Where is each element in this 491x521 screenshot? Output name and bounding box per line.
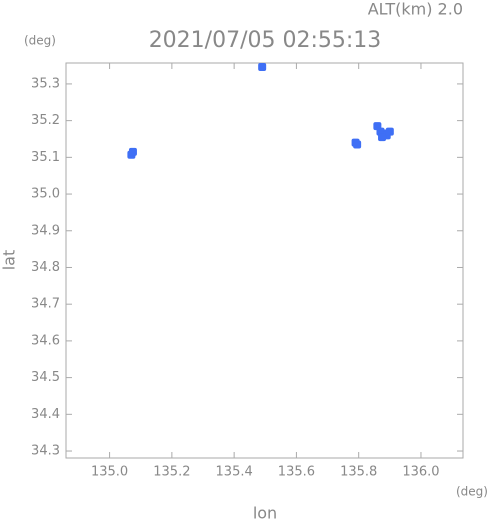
echo-point <box>378 133 387 142</box>
x-tick-label: 135.6 <box>278 465 315 480</box>
y-axis-label: lat <box>0 250 19 271</box>
y-tick-label: 34.4 <box>31 407 60 422</box>
x-tick-label: 135.8 <box>340 465 377 480</box>
y-tick-label: 34.8 <box>31 260 60 275</box>
y-tick-label: 35.2 <box>31 113 60 128</box>
y-tick-label: 34.3 <box>31 444 60 459</box>
y-tick-label: 34.9 <box>31 223 60 238</box>
x-tick-label: 135.2 <box>153 465 190 480</box>
plot-frame <box>65 62 464 459</box>
y-unit: (deg) <box>24 34 56 48</box>
y-tick-label: 34.6 <box>31 333 60 348</box>
echo-point <box>258 63 267 72</box>
y-tick-label: 34.5 <box>31 370 60 385</box>
x-tick-label: 136.0 <box>402 465 439 480</box>
y-tick-label: 35.3 <box>31 76 60 91</box>
chart-title: 2021/07/05 02:55:13 <box>149 28 382 53</box>
echo-point <box>128 147 137 156</box>
y-tick-label: 34.7 <box>31 297 60 312</box>
echo-point <box>353 140 362 149</box>
x-axis-label: lon <box>253 504 277 521</box>
echo-point <box>385 127 394 136</box>
x-tick-label: 135.0 <box>91 465 128 480</box>
altitude-label: ALT(km) 2.0 <box>368 0 463 19</box>
y-tick-label: 35.0 <box>31 187 60 202</box>
y-tick-label: 35.1 <box>31 150 60 165</box>
x-unit: (deg) <box>456 485 488 499</box>
x-tick-label: 135.4 <box>216 465 253 480</box>
